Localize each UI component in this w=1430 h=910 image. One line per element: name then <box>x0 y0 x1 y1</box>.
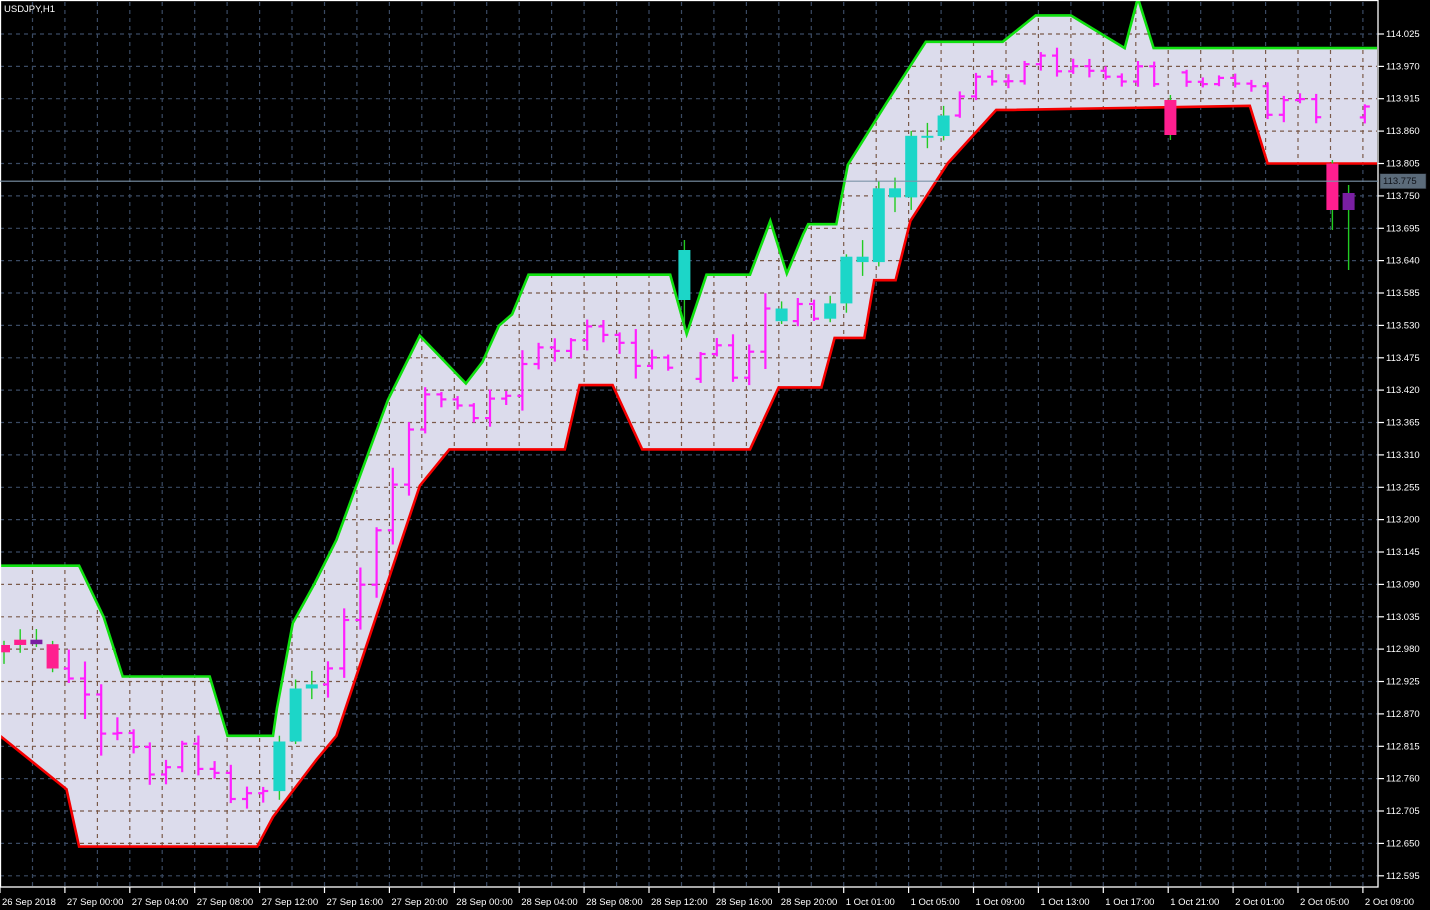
svg-text:1 Oct 05:00: 1 Oct 05:00 <box>911 897 960 908</box>
svg-text:113.585: 113.585 <box>1386 288 1420 299</box>
svg-text:112.595: 112.595 <box>1386 871 1420 882</box>
svg-text:2 Oct 09:00: 2 Oct 09:00 <box>1365 897 1414 908</box>
svg-text:113.860: 113.860 <box>1386 126 1420 137</box>
svg-text:113.970: 113.970 <box>1386 61 1420 72</box>
svg-text:113.775: 113.775 <box>1383 176 1417 187</box>
svg-text:113.475: 113.475 <box>1386 353 1420 364</box>
svg-text:113.805: 113.805 <box>1386 159 1420 170</box>
svg-text:112.980: 112.980 <box>1386 644 1420 655</box>
svg-text:1 Oct 17:00: 1 Oct 17:00 <box>1105 897 1154 908</box>
svg-text:2 Oct 05:00: 2 Oct 05:00 <box>1300 897 1349 908</box>
svg-text:114.025: 114.025 <box>1386 29 1420 40</box>
svg-text:113.090: 113.090 <box>1386 579 1420 590</box>
svg-text:112.760: 112.760 <box>1386 774 1420 785</box>
svg-text:113.750: 113.750 <box>1386 191 1420 202</box>
svg-text:27 Sep 08:00: 27 Sep 08:00 <box>197 897 254 908</box>
svg-text:28 Sep 08:00: 28 Sep 08:00 <box>586 897 643 908</box>
svg-text:113.035: 113.035 <box>1386 612 1420 623</box>
svg-text:27 Sep 16:00: 27 Sep 16:00 <box>327 897 384 908</box>
svg-text:26 Sep 2018: 26 Sep 2018 <box>2 897 56 908</box>
svg-text:USDJPY,H1: USDJPY,H1 <box>4 4 55 15</box>
svg-text:112.650: 112.650 <box>1386 838 1420 849</box>
svg-text:113.310: 113.310 <box>1386 450 1420 461</box>
svg-text:113.420: 113.420 <box>1386 385 1420 396</box>
svg-text:28 Sep 12:00: 28 Sep 12:00 <box>651 897 708 908</box>
svg-text:28 Sep 16:00: 28 Sep 16:00 <box>716 897 773 908</box>
svg-text:112.925: 112.925 <box>1386 677 1420 688</box>
svg-text:113.200: 113.200 <box>1386 515 1420 526</box>
svg-text:113.365: 113.365 <box>1386 418 1420 429</box>
svg-text:113.530: 113.530 <box>1386 320 1420 331</box>
svg-text:113.640: 113.640 <box>1386 256 1420 267</box>
svg-text:28 Sep 00:00: 28 Sep 00:00 <box>456 897 513 908</box>
svg-text:27 Sep 12:00: 27 Sep 12:00 <box>262 897 319 908</box>
svg-text:113.255: 113.255 <box>1386 482 1420 493</box>
svg-text:1 Oct 13:00: 1 Oct 13:00 <box>1040 897 1089 908</box>
svg-text:27 Sep 00:00: 27 Sep 00:00 <box>67 897 124 908</box>
svg-text:1 Oct 01:00: 1 Oct 01:00 <box>846 897 895 908</box>
svg-text:113.145: 113.145 <box>1386 547 1420 558</box>
svg-text:112.815: 112.815 <box>1386 741 1420 752</box>
svg-text:113.695: 113.695 <box>1386 223 1420 234</box>
svg-text:1 Oct 21:00: 1 Oct 21:00 <box>1170 897 1219 908</box>
svg-text:112.870: 112.870 <box>1386 709 1420 720</box>
svg-text:28 Sep 04:00: 28 Sep 04:00 <box>521 897 578 908</box>
svg-text:113.915: 113.915 <box>1386 94 1420 105</box>
svg-text:1 Oct 09:00: 1 Oct 09:00 <box>976 897 1025 908</box>
svg-text:112.705: 112.705 <box>1386 806 1420 817</box>
svg-text:2 Oct 01:00: 2 Oct 01:00 <box>1235 897 1284 908</box>
svg-text:28 Sep 20:00: 28 Sep 20:00 <box>781 897 838 908</box>
svg-text:27 Sep 04:00: 27 Sep 04:00 <box>132 897 189 908</box>
svg-text:27 Sep 20:00: 27 Sep 20:00 <box>391 897 448 908</box>
